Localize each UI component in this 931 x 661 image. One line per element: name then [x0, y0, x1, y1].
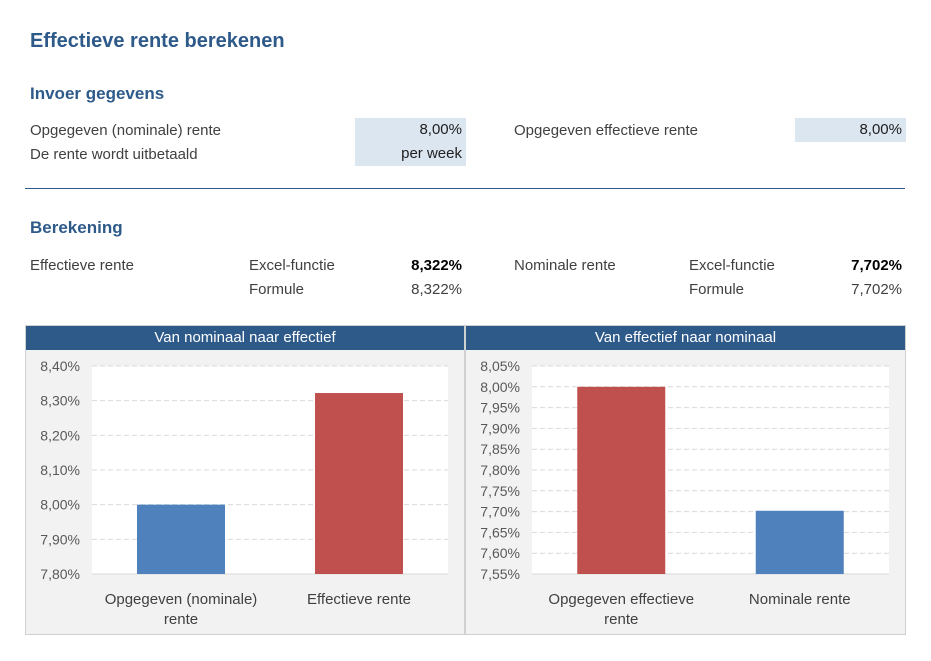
effectieve-rente-input-label: Opgegeven effectieve rente: [514, 122, 699, 139]
effectieve-rente-label: Effectieve rente: [30, 257, 134, 274]
chart-title: Van nominaal naar effectief: [26, 326, 464, 350]
y-tick-label: 8,30%: [40, 393, 80, 409]
y-tick-label: 7,75%: [480, 483, 520, 499]
y-tick-label: 8,00%: [40, 497, 80, 513]
y-tick-label: 8,40%: [40, 358, 80, 374]
bar: [137, 504, 225, 574]
chart-plot: 7,55% 7,60% 7,65% 7,70% 7,75% 7,80% 7,85% 7,90%…: [480, 358, 889, 628]
right-excel-label: Excel-functie: [689, 257, 775, 274]
y-tick-label: 8,10%: [40, 462, 80, 478]
bar: [577, 386, 666, 574]
right-formule-label: Formule: [689, 281, 745, 298]
y-tick-label: 7,80%: [480, 462, 520, 478]
y-tick-label: 7,70%: [480, 504, 520, 520]
effectieve-rente-input[interactable]: 8,00%: [795, 118, 906, 142]
right-excel-value: 7,702%: [851, 257, 902, 274]
nominale-rente-label: Opgegeven (nominale) rente: [30, 122, 221, 139]
nominale-rente-input[interactable]: 8,00%: [355, 118, 466, 142]
y-tick-label: 7,85%: [480, 441, 520, 457]
y-tick-label: 7,95%: [480, 400, 520, 416]
left-excel-label: Excel-functie: [249, 257, 335, 274]
invoer-heading: Invoer gegevens: [30, 84, 165, 103]
x-tick-label: rente: [604, 611, 638, 628]
berekening-heading: Berekening: [30, 218, 123, 237]
y-tick-label: 7,90%: [480, 420, 520, 436]
left-formule-value: 8,322%: [411, 281, 462, 298]
y-tick-label: 7,65%: [480, 524, 520, 540]
x-tick-label: Nominale rente: [749, 591, 851, 608]
x-tick-label: Effectieve rente: [307, 591, 411, 608]
bar: [755, 510, 844, 574]
bar: [315, 393, 403, 574]
chart-effectief-nominaal: Van effectief naar nominaal 7,55% 7,60% 7,…: [465, 325, 906, 635]
left-formule-label: Formule: [249, 281, 305, 298]
page-title: Effectieve rente berekenen: [30, 30, 285, 52]
chart-nominaal-effectief: Van nominaal naar effectief 7,80% 7,90% 8,…: [25, 325, 465, 635]
y-tick-label: 8,00%: [480, 379, 520, 395]
y-tick-label: 7,60%: [480, 545, 520, 561]
x-tick-label: rente: [164, 611, 198, 628]
y-tick-label: 7,80%: [40, 566, 80, 582]
chart-plot: 7,80% 7,90% 8,00% 8,10% 8,20% 8,30% 8,40% Opgeg…: [40, 358, 448, 628]
y-tick-label: 7,90%: [40, 531, 80, 547]
chart-title: Van effectief naar nominaal: [466, 326, 905, 350]
y-tick-label: 8,20%: [40, 427, 80, 443]
nominale-rente-label: Nominale rente: [514, 257, 616, 274]
uitbetaald-label: De rente wordt uitbetaald: [30, 146, 198, 163]
left-excel-value: 8,322%: [411, 257, 462, 274]
y-tick-label: 7,55%: [480, 566, 520, 582]
right-formule-value: 7,702%: [851, 281, 902, 298]
uitbetaald-select[interactable]: per week: [355, 142, 466, 166]
x-tick-label: Opgegeven effectieve: [548, 591, 694, 608]
section-divider: [25, 188, 905, 189]
y-tick-label: 8,05%: [480, 358, 520, 374]
x-tick-label: Opgegeven (nominale): [105, 591, 258, 608]
